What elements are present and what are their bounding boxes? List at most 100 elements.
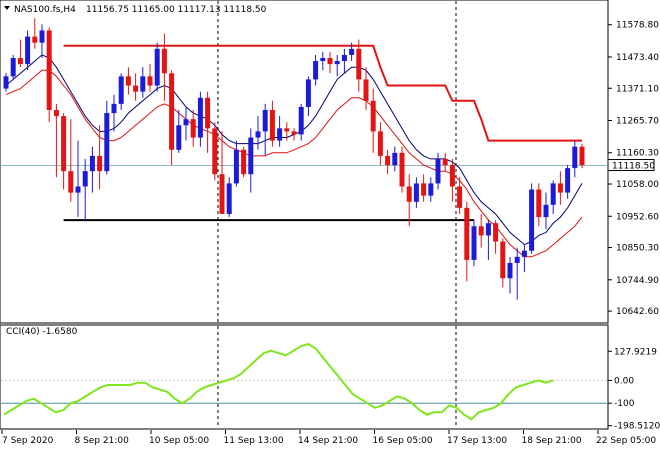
candle-body bbox=[413, 183, 419, 202]
candle-body bbox=[219, 174, 225, 214]
candle-body bbox=[507, 262, 513, 279]
time-tick-label: 7 Sep 2020 bbox=[2, 436, 54, 446]
price-tick-label: 11578.80 bbox=[616, 21, 659, 31]
candle-body bbox=[25, 36, 31, 65]
candle-body bbox=[140, 76, 146, 92]
candle-body bbox=[399, 152, 405, 187]
candle-body bbox=[392, 152, 398, 166]
cci-line-group bbox=[3, 342, 554, 421]
candle-body bbox=[17, 58, 23, 65]
price-tick-label: 11265.70 bbox=[616, 116, 659, 126]
price-tick-label: 10850.30 bbox=[616, 244, 659, 254]
candle-body bbox=[205, 97, 211, 129]
cci-tick-label: 127.9219 bbox=[614, 347, 657, 357]
candle-body bbox=[550, 183, 556, 205]
chart-header: NAS100.fs,H4 11156.75 11165.00 11117.13 … bbox=[4, 5, 267, 15]
candle-body bbox=[269, 110, 275, 141]
candle-body bbox=[493, 223, 499, 242]
time-axis: 7 Sep 2020 8 Sep 21:00 10 Sep 05:00 11 Sep … bbox=[1, 430, 656, 446]
candle-body bbox=[298, 106, 304, 135]
candle-body bbox=[442, 158, 448, 166]
candle-body bbox=[183, 119, 189, 126]
candle-body bbox=[485, 223, 491, 236]
resistance-line bbox=[63, 44, 582, 142]
candle-body bbox=[190, 119, 196, 138]
candle-body bbox=[97, 155, 103, 172]
candle-body bbox=[291, 131, 297, 135]
candle-body bbox=[529, 189, 535, 251]
ohlc-readout: 11156.75 11165.00 11117.13 11118.50 bbox=[86, 5, 267, 15]
ma-slow-line bbox=[5, 69, 583, 258]
candle-body bbox=[61, 116, 67, 172]
cci-axis: 127.9219 0.00 -100 -198.5120 bbox=[1, 347, 660, 432]
cci-line bbox=[3, 342, 554, 421]
candle-body bbox=[233, 149, 239, 184]
candle-body bbox=[457, 186, 463, 208]
candle-body bbox=[104, 113, 110, 172]
candle-body bbox=[197, 97, 203, 138]
candle-body bbox=[176, 125, 182, 150]
current-price-label: 11118.50 bbox=[612, 162, 655, 172]
candle-body bbox=[471, 226, 477, 260]
time-tick-label: 22 Sep 05:00 bbox=[596, 436, 656, 446]
candle-body bbox=[169, 73, 175, 150]
candle-body bbox=[313, 61, 319, 80]
candle-body bbox=[147, 76, 153, 86]
candle-body bbox=[377, 131, 383, 156]
candle-body bbox=[133, 85, 139, 92]
candle-body bbox=[349, 48, 355, 55]
candle-body bbox=[363, 79, 369, 101]
candle-body bbox=[565, 168, 571, 193]
candle-body bbox=[385, 155, 391, 166]
candles bbox=[3, 18, 585, 300]
time-tick-label: 16 Sep 05:00 bbox=[373, 436, 433, 446]
symbol-title: NAS100.fs,H4 bbox=[14, 5, 76, 15]
candle-body bbox=[248, 137, 254, 175]
candle-body bbox=[39, 30, 45, 43]
candle-body bbox=[514, 256, 520, 263]
candle-body bbox=[53, 110, 59, 117]
price-tick-label: 10642.60 bbox=[616, 307, 659, 317]
candle-body bbox=[449, 165, 455, 187]
cci-tick-label: -100 bbox=[614, 399, 635, 409]
indicator-pane-frame bbox=[0, 324, 609, 430]
candle-body bbox=[75, 186, 81, 193]
time-tick-label: 17 Sep 13:00 bbox=[447, 436, 507, 446]
time-tick-label: 14 Sep 21:00 bbox=[298, 436, 358, 446]
candle-body bbox=[212, 128, 218, 175]
time-tick-label: 18 Sep 21:00 bbox=[522, 436, 582, 446]
candle-body bbox=[557, 183, 563, 193]
cci-tick-label: 0.00 bbox=[614, 376, 634, 386]
candle-body bbox=[406, 186, 412, 202]
price-tick-label: 11160.30 bbox=[616, 149, 659, 159]
candle-body bbox=[32, 36, 38, 43]
candle-body bbox=[89, 155, 95, 172]
price-axis: 11578.80 11473.40 11371.10 11265.70 11160.30… bbox=[608, 21, 659, 317]
candle-body bbox=[305, 79, 311, 107]
candle-body bbox=[543, 204, 549, 218]
candle-body bbox=[478, 226, 484, 236]
candle-body bbox=[262, 110, 268, 132]
candle-body bbox=[370, 100, 376, 132]
candle-body bbox=[255, 131, 261, 138]
candle-body bbox=[125, 76, 131, 86]
candle-body bbox=[161, 48, 167, 74]
candle-body bbox=[3, 76, 9, 89]
candle-body bbox=[154, 48, 160, 86]
candle-body bbox=[356, 48, 362, 80]
candle-body bbox=[226, 183, 232, 214]
price-tick-label: 11473.40 bbox=[616, 53, 659, 63]
candle-body bbox=[10, 58, 16, 77]
price-tick-label: 10952.60 bbox=[616, 212, 659, 222]
candle-body bbox=[284, 128, 290, 132]
candle-body bbox=[536, 189, 542, 218]
time-tick-label: 10 Sep 05:00 bbox=[149, 436, 209, 446]
candle-body bbox=[579, 146, 585, 166]
dropdown-arrow-icon[interactable] bbox=[4, 6, 10, 10]
candle-body bbox=[82, 171, 88, 187]
candle-body bbox=[46, 30, 52, 110]
current-price-marker: 11118.50 bbox=[607, 159, 655, 172]
candle-body bbox=[572, 146, 578, 169]
